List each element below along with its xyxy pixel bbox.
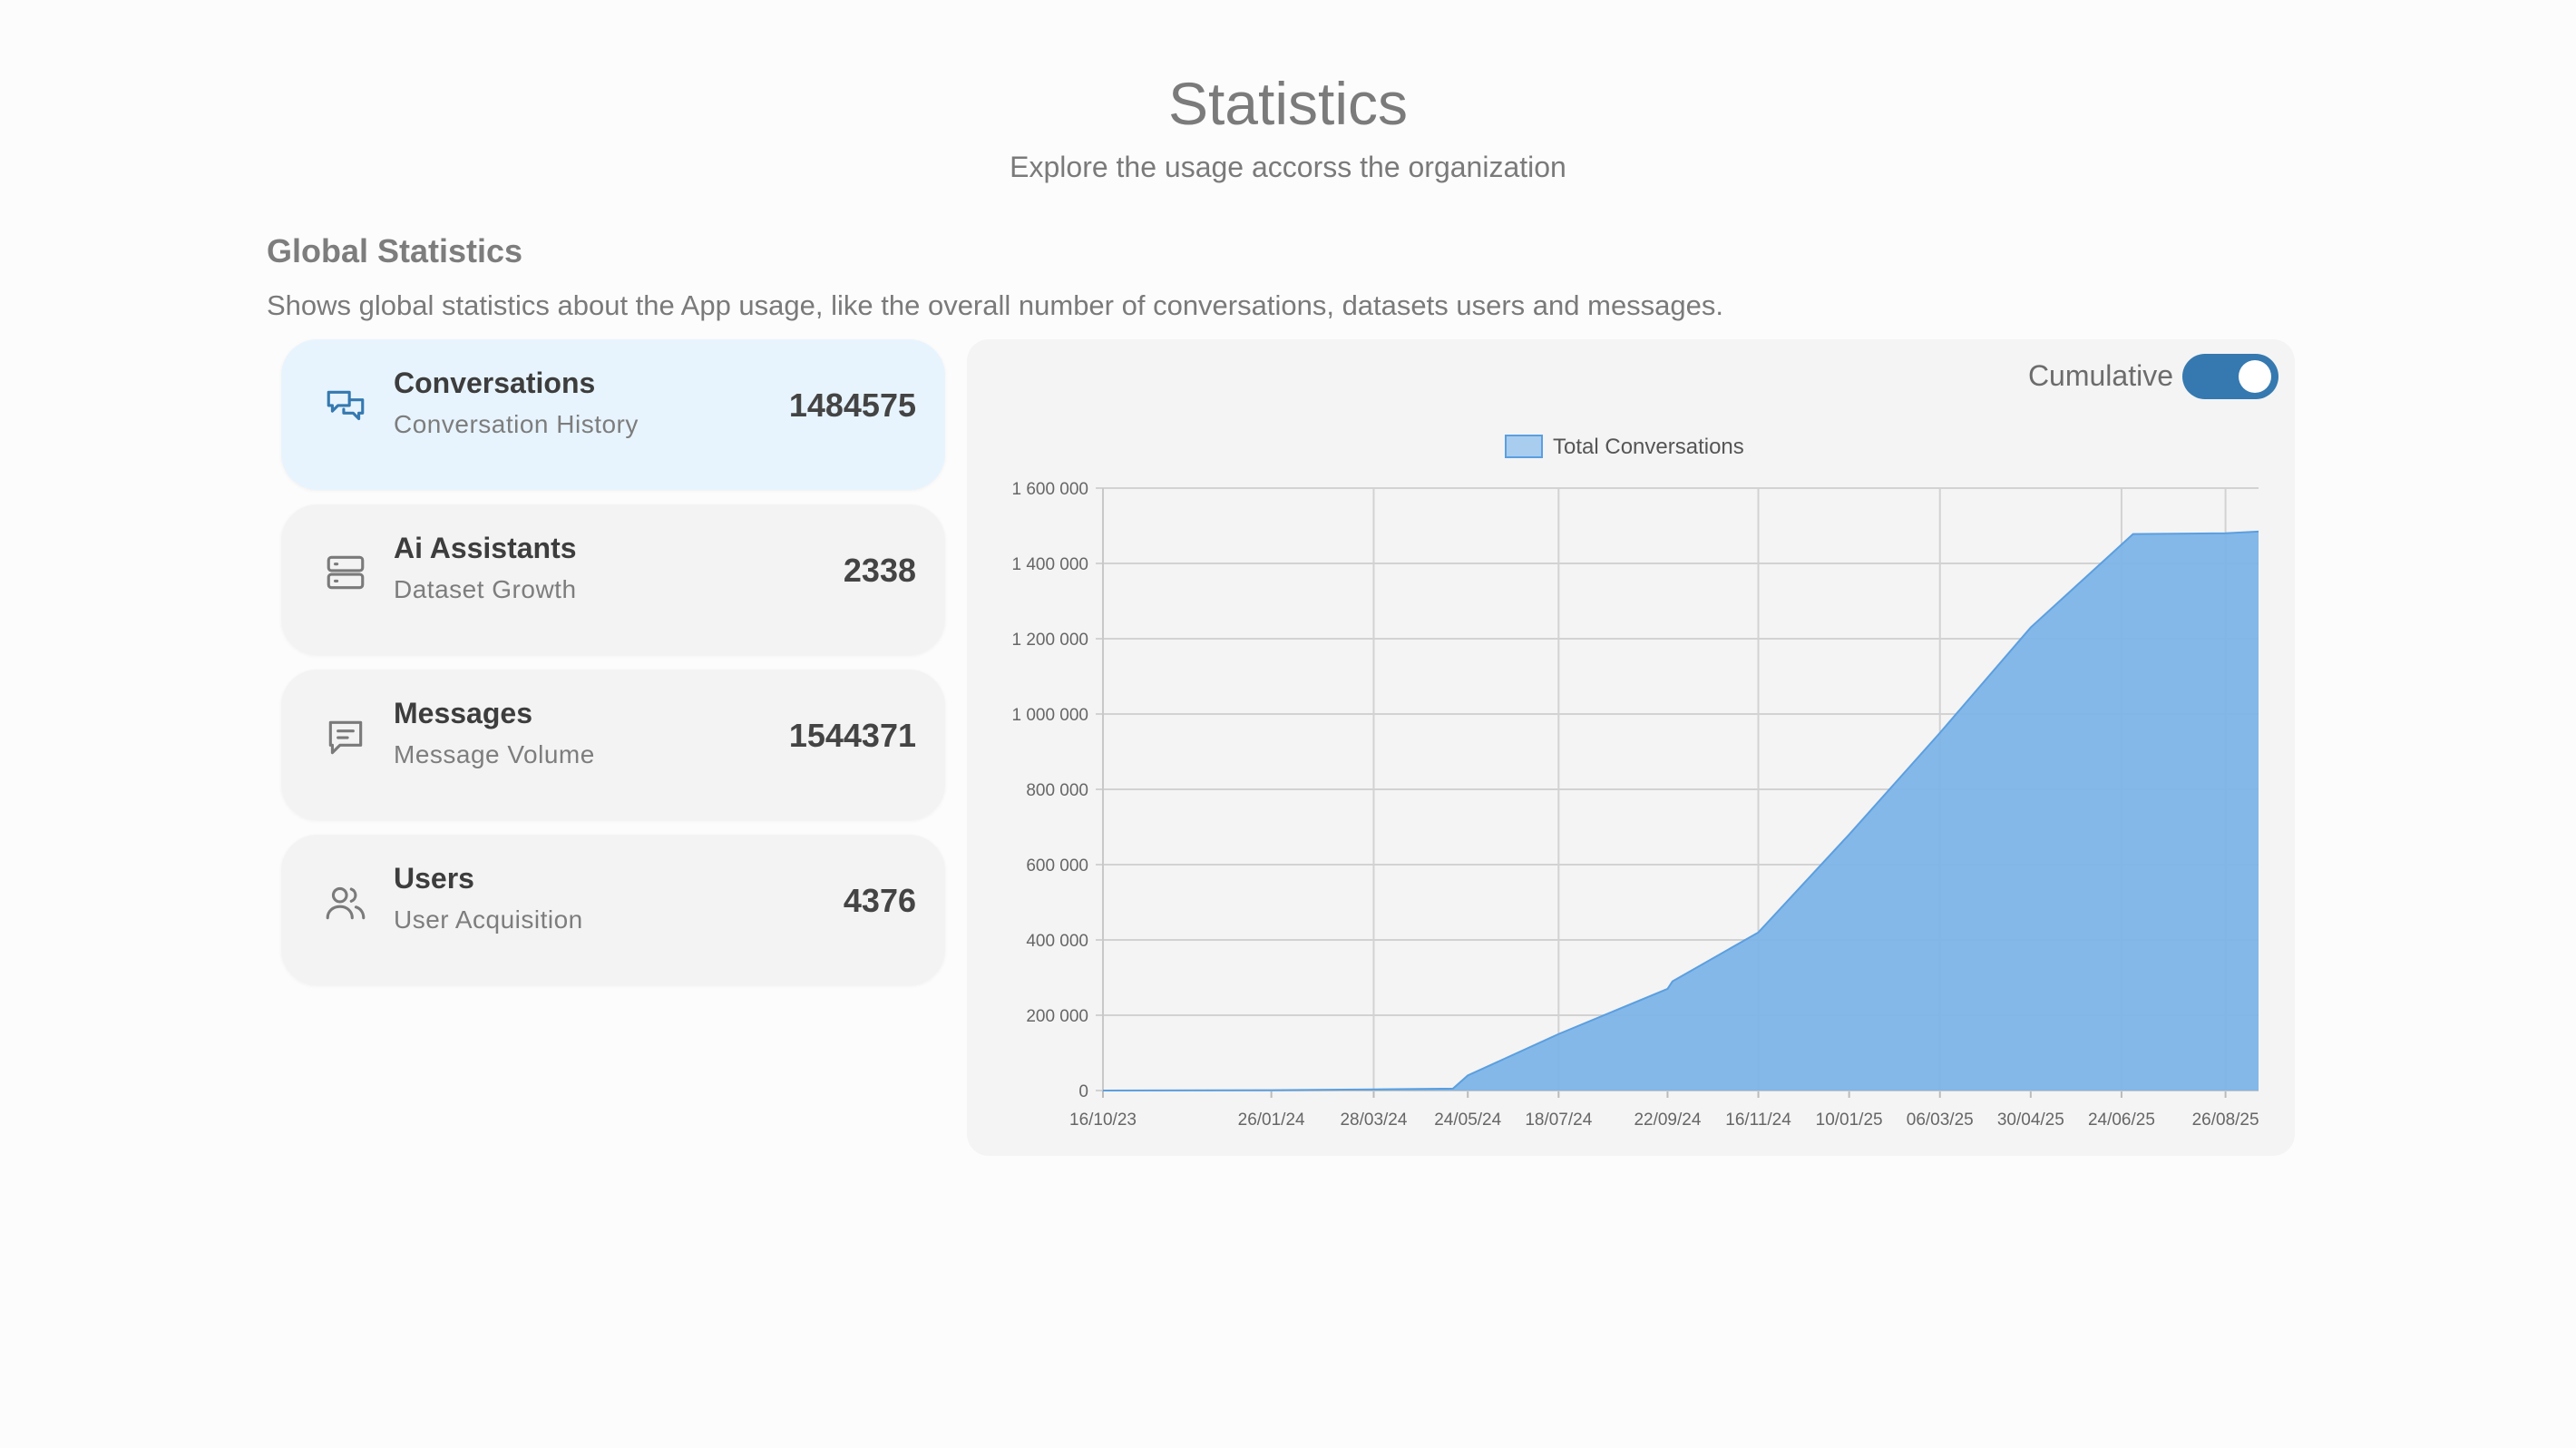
y-tick-label: 1 400 000 — [1011, 555, 1088, 574]
x-tick-label: 10/01/25 — [1816, 1110, 1883, 1130]
y-tick-label: 200 000 — [1026, 1007, 1088, 1026]
section-description: Shows global statistics about the App us… — [267, 289, 1724, 321]
card-title: Ai Assistants — [394, 532, 577, 564]
card-subtitle: Conversation History — [394, 410, 639, 438]
card-value: 1484575 — [788, 386, 916, 424]
users-icon — [323, 880, 368, 925]
chart-panel: Cumulative 0 200 000 400 000 600 000 800 000… — [967, 339, 2295, 1156]
card-subtitle: User Acquisition — [394, 905, 583, 934]
x-tick-label: 06/03/25 — [1907, 1110, 1974, 1130]
x-tick-label: 28/03/24 — [1340, 1110, 1407, 1130]
y-tick-label: 400 000 — [1026, 932, 1088, 951]
card-subtitle: Dataset Growth — [394, 575, 577, 603]
card-title: Messages — [394, 697, 532, 729]
card-value: 1544371 — [788, 717, 916, 754]
toggle-knob — [2239, 360, 2271, 393]
series-area-total-conversations — [1103, 531, 2259, 1091]
server-icon — [323, 550, 368, 595]
cumulative-label: Cumulative — [2027, 359, 2173, 392]
card-users[interactable]: Users User Acquisition 4376 — [281, 835, 945, 985]
card-ai-assistants[interactable]: Ai Assistants Dataset Growth 2338 — [281, 504, 945, 655]
cumulative-toggle[interactable] — [2182, 354, 2278, 399]
y-tick-label: 1 000 000 — [1011, 706, 1088, 725]
x-tick-label: 16/11/24 — [1725, 1110, 1791, 1130]
card-subtitle: Message Volume — [394, 740, 595, 768]
x-tick-label: 26/01/24 — [1238, 1110, 1305, 1130]
conversations-chart: 0 200 000 400 000 600 000 800 000 1 000 000 1 … — [1011, 435, 2259, 1130]
legend-swatch — [1505, 435, 1543, 458]
section-title: Global Statistics — [267, 232, 523, 269]
y-tick-label: 0 — [1078, 1082, 1088, 1101]
page-title: Statistics — [1167, 70, 1409, 137]
x-tick-label: 24/06/25 — [2088, 1110, 2155, 1130]
chat-bubbles-icon — [323, 385, 368, 430]
y-tick-label: 800 000 — [1026, 781, 1088, 800]
card-value: 4376 — [843, 882, 916, 919]
x-tick-label: 26/08/25 — [2192, 1110, 2259, 1130]
y-tick-label: 1 200 000 — [1011, 631, 1088, 650]
y-tick-label: 1 600 000 — [1011, 480, 1088, 499]
x-tick-label: 22/09/24 — [1634, 1110, 1701, 1130]
page-subtitle: Explore the usage accorss the organizati… — [1010, 151, 1566, 183]
x-tick-label: 16/10/23 — [1069, 1110, 1137, 1130]
x-tick-label: 24/05/24 — [1434, 1110, 1501, 1130]
card-value: 2338 — [843, 552, 916, 589]
legend-label: Total Conversations — [1553, 435, 1744, 459]
card-title: Users — [394, 862, 474, 895]
series-line-total-conversations — [1102, 530, 2259, 1091]
card-conversations[interactable]: Conversations Conversation History 14845… — [281, 339, 945, 490]
card-title: Conversations — [394, 367, 596, 399]
message-icon — [323, 715, 368, 760]
x-tick-label: 18/07/24 — [1525, 1110, 1592, 1130]
card-messages[interactable]: Messages Message Volume 1544371 — [281, 670, 945, 820]
y-tick-label: 600 000 — [1026, 856, 1088, 876]
x-tick-label: 30/04/25 — [1997, 1110, 2064, 1130]
